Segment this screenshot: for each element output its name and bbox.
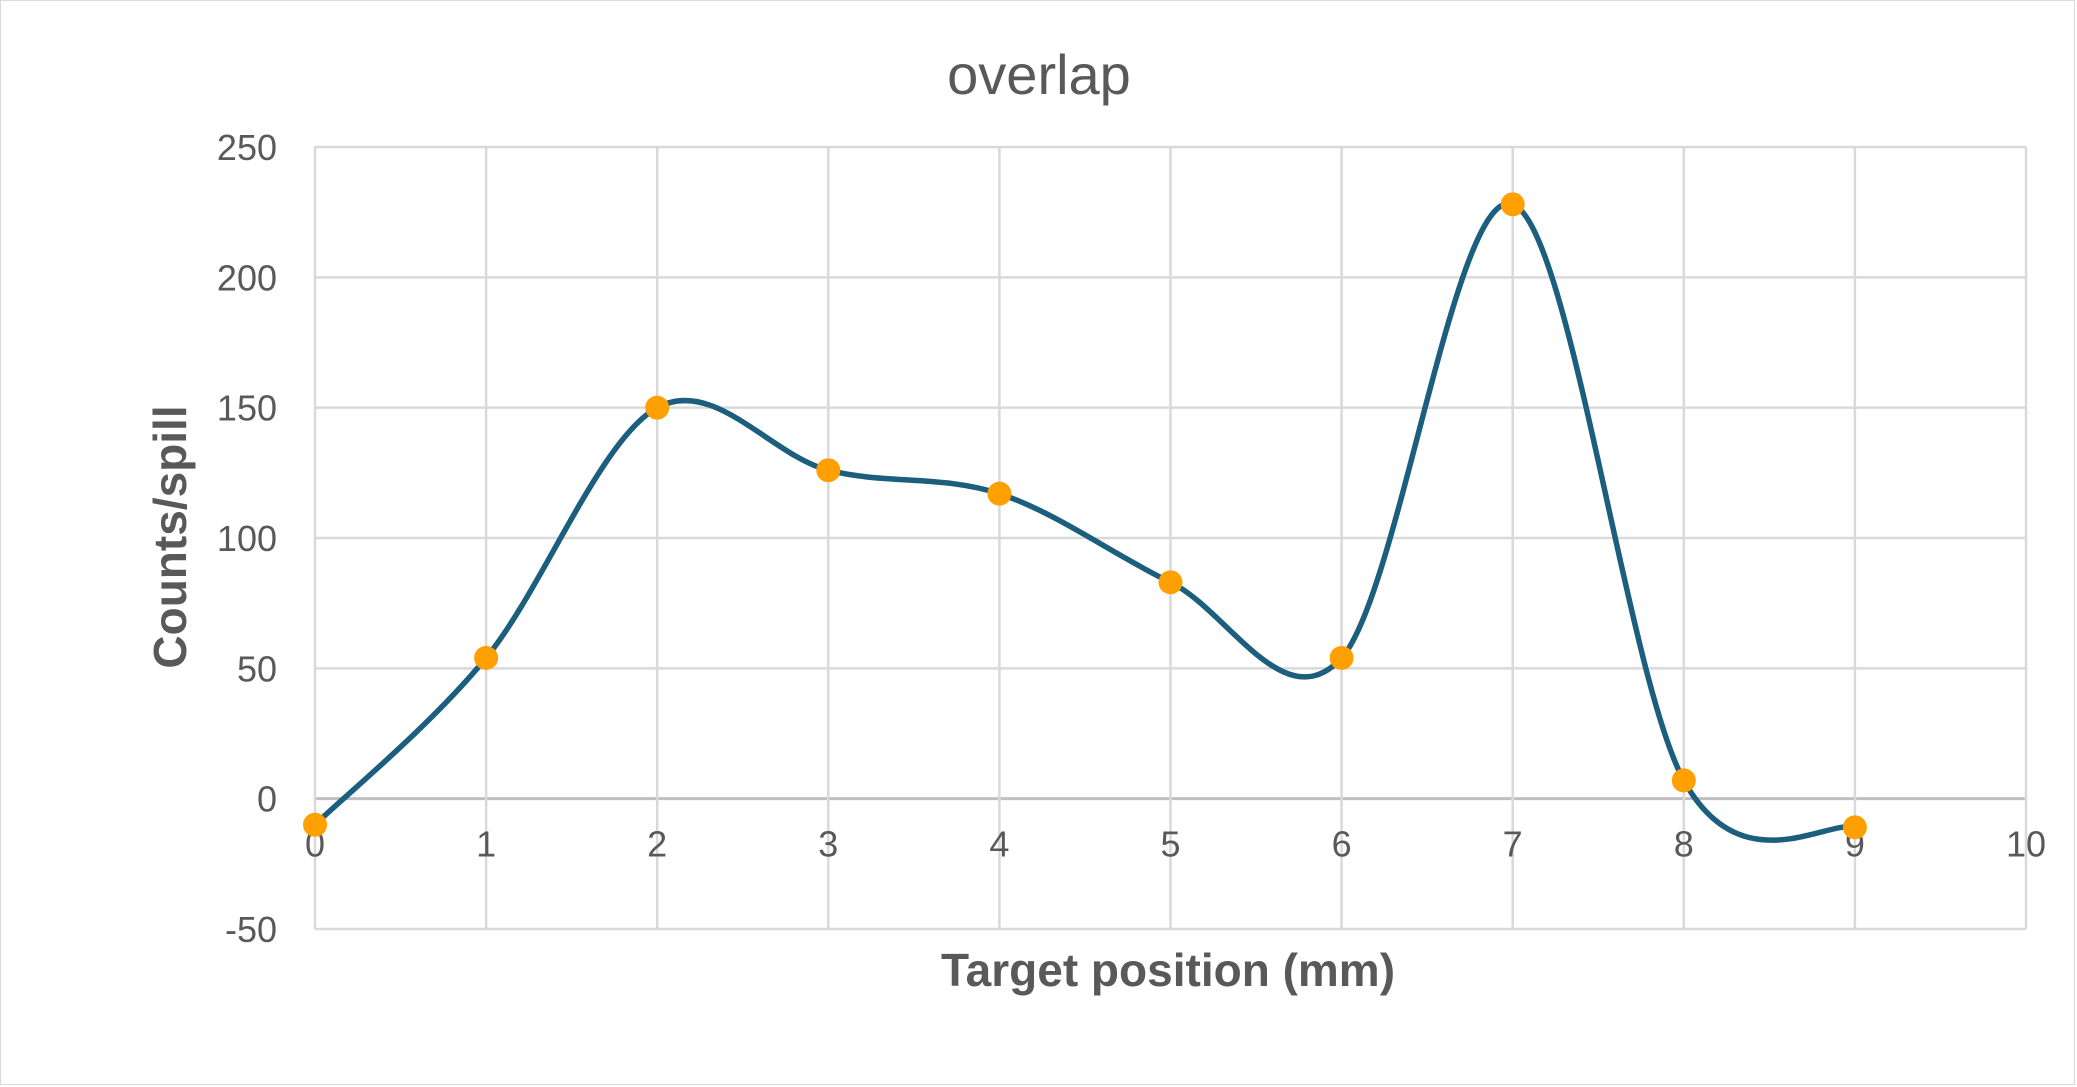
data-point <box>1329 645 1354 670</box>
data-point <box>1671 768 1696 793</box>
data-point <box>645 395 670 420</box>
x-tick-label: 4 <box>989 824 1009 865</box>
y-tick-label: 200 <box>217 257 277 298</box>
y-tick-label: 150 <box>217 388 277 429</box>
y-tick-label: 50 <box>237 648 277 689</box>
y-tick-label: 250 <box>217 127 277 168</box>
series-markers <box>303 192 1867 840</box>
chart-title: overlap <box>947 43 1131 106</box>
data-point <box>303 812 327 837</box>
x-tick-label: 1 <box>476 824 496 865</box>
data-point <box>987 481 1012 506</box>
y-tick-label: -50 <box>225 909 277 950</box>
data-point <box>1500 192 1525 217</box>
x-tick-label: 8 <box>1674 824 1694 865</box>
x-tick-label: 2 <box>647 824 667 865</box>
series-line <box>312 201 1858 843</box>
x-axis-title: Target position (mm) <box>941 944 1395 996</box>
x-tick-label: 6 <box>1332 824 1352 865</box>
data-point <box>1842 815 1867 840</box>
x-tick-label: 5 <box>1160 824 1180 865</box>
y-axis-title: Counts/spill <box>144 405 196 668</box>
y-tick-label: 0 <box>257 779 277 820</box>
x-tick-label: 10 <box>2006 824 2046 865</box>
data-point <box>474 645 499 670</box>
x-tick-label: 3 <box>818 824 838 865</box>
data-point <box>816 458 841 483</box>
x-tick-label: 7 <box>1503 824 1523 865</box>
data-point <box>1158 570 1183 595</box>
grid-layer <box>313 145 2028 931</box>
y-tick-label: 100 <box>217 518 277 559</box>
